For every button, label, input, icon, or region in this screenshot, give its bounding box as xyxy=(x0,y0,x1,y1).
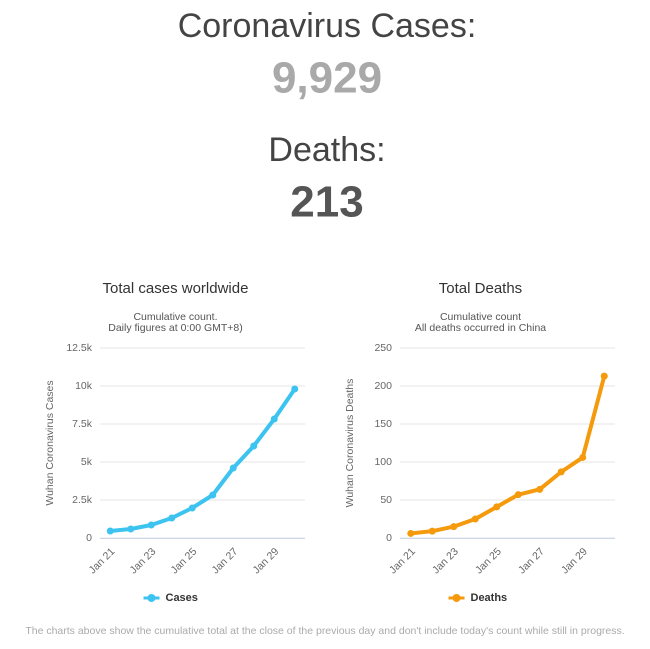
chart-title: Total cases worldwide xyxy=(103,280,249,297)
y-tick-label: 200 xyxy=(374,380,392,392)
y-tick-label: 0 xyxy=(386,532,392,544)
x-tick-label: Jan 29 xyxy=(559,545,590,576)
data-point xyxy=(106,527,114,535)
legend-label: Cases xyxy=(166,592,198,604)
x-tick-label: Jan 21 xyxy=(87,545,118,576)
data-point xyxy=(514,491,522,499)
x-tick-label: Jan 21 xyxy=(387,545,418,576)
chart-subtitle: Cumulative count. xyxy=(133,311,217,323)
y-tick-label: 12.5k xyxy=(66,342,92,354)
data-point xyxy=(291,385,299,393)
y-tick-label: 5k xyxy=(81,456,93,468)
data-point xyxy=(428,527,436,535)
data-point xyxy=(471,515,479,523)
data-point xyxy=(229,464,237,472)
data-point xyxy=(147,521,155,529)
x-tick-label: Jan 27 xyxy=(516,545,547,576)
cases-value: 9,929 xyxy=(272,54,382,103)
y-axis-label: Wuhan Coronavirus Deaths xyxy=(344,379,356,508)
y-tick-label: 2.5k xyxy=(72,494,93,506)
data-point xyxy=(127,525,135,533)
y-tick-label: 10k xyxy=(75,380,93,392)
y-axis-label: Wuhan Coronavirus Cases xyxy=(44,380,56,505)
cases-label: Coronavirus Cases: xyxy=(178,7,477,45)
data-point xyxy=(493,503,501,511)
legend-marker xyxy=(452,594,461,602)
y-tick-label: 0 xyxy=(86,532,92,544)
legend-marker xyxy=(147,594,156,602)
data-point xyxy=(600,372,608,380)
legend-label: Deaths xyxy=(471,592,508,604)
x-tick-label: Jan 29 xyxy=(251,545,282,576)
series-line xyxy=(410,375,607,536)
deaths-value: 213 xyxy=(290,178,363,227)
data-point xyxy=(168,514,176,522)
series-line xyxy=(110,387,297,533)
data-point xyxy=(209,491,217,499)
chart-title: Total Deaths xyxy=(439,280,522,297)
y-tick-label: 50 xyxy=(380,494,392,506)
data-point xyxy=(188,504,196,512)
footnote: The charts above show the cumulative tot… xyxy=(25,625,624,637)
chart-subtitle: All deaths occurred in China xyxy=(415,322,546,334)
x-tick-label: Jan 23 xyxy=(430,545,461,576)
x-tick-label: Jan 27 xyxy=(210,545,241,576)
data-point xyxy=(579,453,587,461)
data-point xyxy=(250,442,258,450)
data-point xyxy=(536,485,544,493)
data-point xyxy=(270,415,278,423)
data-point xyxy=(450,523,458,531)
y-tick-label: 7.5k xyxy=(72,418,93,430)
chart-subtitle: Cumulative count xyxy=(440,311,521,323)
data-point xyxy=(557,468,565,476)
y-tick-label: 150 xyxy=(374,418,392,430)
y-tick-label: 100 xyxy=(374,456,392,468)
x-tick-label: Jan 23 xyxy=(128,545,159,576)
chart-subtitle: Daily figures at 0:00 GMT+8) xyxy=(108,322,243,334)
data-point xyxy=(407,529,415,537)
x-tick-label: Jan 25 xyxy=(473,545,504,576)
x-tick-label: Jan 25 xyxy=(169,545,200,576)
y-tick-label: 250 xyxy=(374,342,392,354)
deaths-label: Deaths: xyxy=(268,131,385,169)
